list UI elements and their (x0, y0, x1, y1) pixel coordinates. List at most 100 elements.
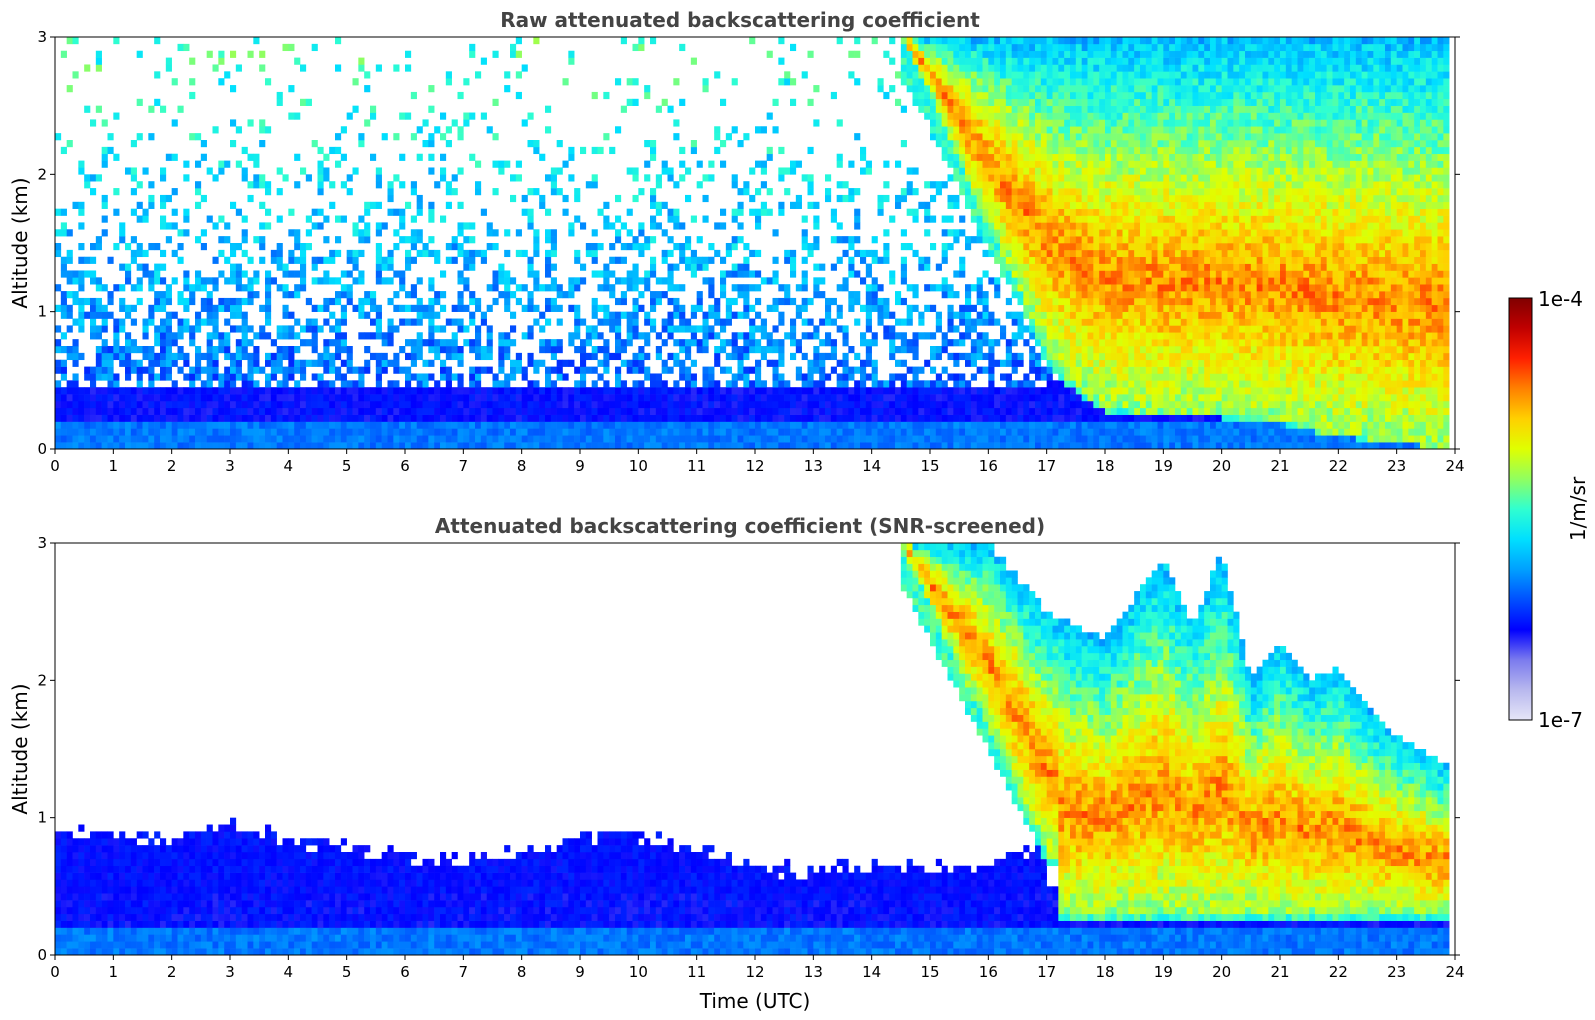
heatmap-cell (550, 407, 557, 415)
heatmap-cell (125, 442, 132, 450)
heatmap-cell (760, 400, 767, 409)
heatmap-cell (545, 346, 552, 354)
heatmap-cell (947, 43, 954, 52)
heatmap-cell (650, 387, 657, 395)
heatmap-cell (457, 435, 464, 443)
heatmap-cell (760, 387, 767, 395)
heatmap-cell (305, 387, 312, 395)
heatmap-cell (906, 318, 913, 326)
heatmap-cell (515, 160, 522, 168)
heatmap-cell (195, 133, 202, 141)
heatmap-cell (276, 428, 283, 436)
heatmap-cell (842, 339, 849, 347)
heatmap-cell (626, 400, 633, 409)
heatmap-cell (912, 435, 919, 443)
heatmap-cell (720, 256, 727, 264)
heatmap-cell (55, 346, 62, 354)
heatmap-cell (912, 373, 919, 381)
heatmap-cell (1058, 153, 1065, 161)
heatmap-cell (294, 428, 301, 436)
heatmap-cell (708, 284, 715, 292)
heatmap-cell (183, 428, 190, 436)
heatmap-cell (136, 394, 143, 402)
heatmap-cell (1058, 256, 1065, 264)
heatmap-cell (136, 284, 143, 292)
heatmap-cell (638, 359, 645, 367)
heatmap-cell (1070, 442, 1077, 450)
heatmap-cell (941, 43, 948, 52)
heatmap-cell (1058, 222, 1065, 230)
heatmap-cell (311, 325, 318, 333)
heatmap-cell (1040, 394, 1047, 402)
heatmap-cell (311, 394, 318, 402)
heatmap-cell (189, 332, 196, 340)
heatmap-cell (265, 222, 272, 230)
heatmap-cell (305, 359, 312, 367)
heatmap-cell (317, 435, 324, 443)
heatmap-cell (305, 215, 312, 223)
heatmap-cell (924, 112, 931, 120)
heatmap-cell (235, 270, 242, 278)
heatmap-cell (1005, 435, 1012, 443)
heatmap-cell (965, 91, 972, 100)
heatmap-cell (568, 339, 575, 347)
heatmap-cell (1070, 105, 1077, 113)
heatmap-cell (994, 160, 1001, 168)
heatmap-cell (603, 263, 610, 271)
heatmap-cell (533, 270, 540, 278)
heatmap-cell (632, 435, 639, 443)
heatmap-cell (860, 387, 867, 395)
heatmap-cell (486, 325, 493, 333)
heatmap-cell (66, 346, 73, 354)
heatmap-cell (294, 229, 301, 237)
heatmap-cell (830, 442, 837, 450)
heatmap-cell (1075, 222, 1082, 230)
heatmap-cell (1070, 167, 1077, 175)
heatmap-cell (632, 174, 639, 182)
heatmap-cell (317, 387, 324, 395)
heatmap-cell (1046, 291, 1053, 299)
heatmap-cell (871, 394, 878, 402)
heatmap-cell (813, 366, 820, 374)
heatmap-cell (760, 346, 767, 354)
heatmap-cell (661, 256, 668, 264)
heatmap-cell (84, 394, 91, 402)
heatmap-cell (189, 57, 196, 65)
heatmap-cell (1058, 98, 1065, 106)
heatmap-cell (189, 297, 196, 306)
heatmap-cell (784, 291, 791, 299)
heatmap-cell (976, 153, 983, 161)
heatmap-cell (877, 304, 884, 312)
heatmap-cell (988, 188, 995, 196)
heatmap-cell (632, 366, 639, 374)
heatmap-cell (183, 277, 190, 285)
heatmap-cell (1052, 291, 1059, 299)
heatmap-cell (440, 387, 447, 395)
heatmap-cell (760, 208, 767, 216)
heatmap-cell (160, 167, 167, 175)
heatmap-cell (650, 256, 657, 264)
heatmap-cell (1000, 243, 1007, 251)
heatmap-cell (685, 421, 692, 429)
heatmap-cell (387, 407, 394, 415)
heatmap-cell (1017, 332, 1024, 340)
heatmap-cell (708, 366, 715, 374)
heatmap-cell (970, 442, 977, 450)
heatmap-cell (422, 435, 429, 443)
heatmap-cell (189, 366, 196, 374)
heatmap-cell (1005, 428, 1012, 436)
heatmap-cell (1064, 394, 1071, 402)
heatmap-cell (504, 284, 511, 292)
heatmap-cell (282, 263, 289, 271)
heatmap-cell (1005, 64, 1012, 72)
heatmap-cell (148, 373, 155, 381)
heatmap-cell (90, 387, 97, 395)
heatmap-cell (212, 346, 219, 354)
heatmap-cell (661, 414, 668, 422)
heatmap-cell (504, 339, 511, 347)
heatmap-cell (836, 387, 843, 395)
heatmap-cell (871, 421, 878, 429)
heatmap-cell (1000, 112, 1007, 120)
heatmap-cell (451, 174, 458, 182)
heatmap-cell (924, 284, 931, 292)
